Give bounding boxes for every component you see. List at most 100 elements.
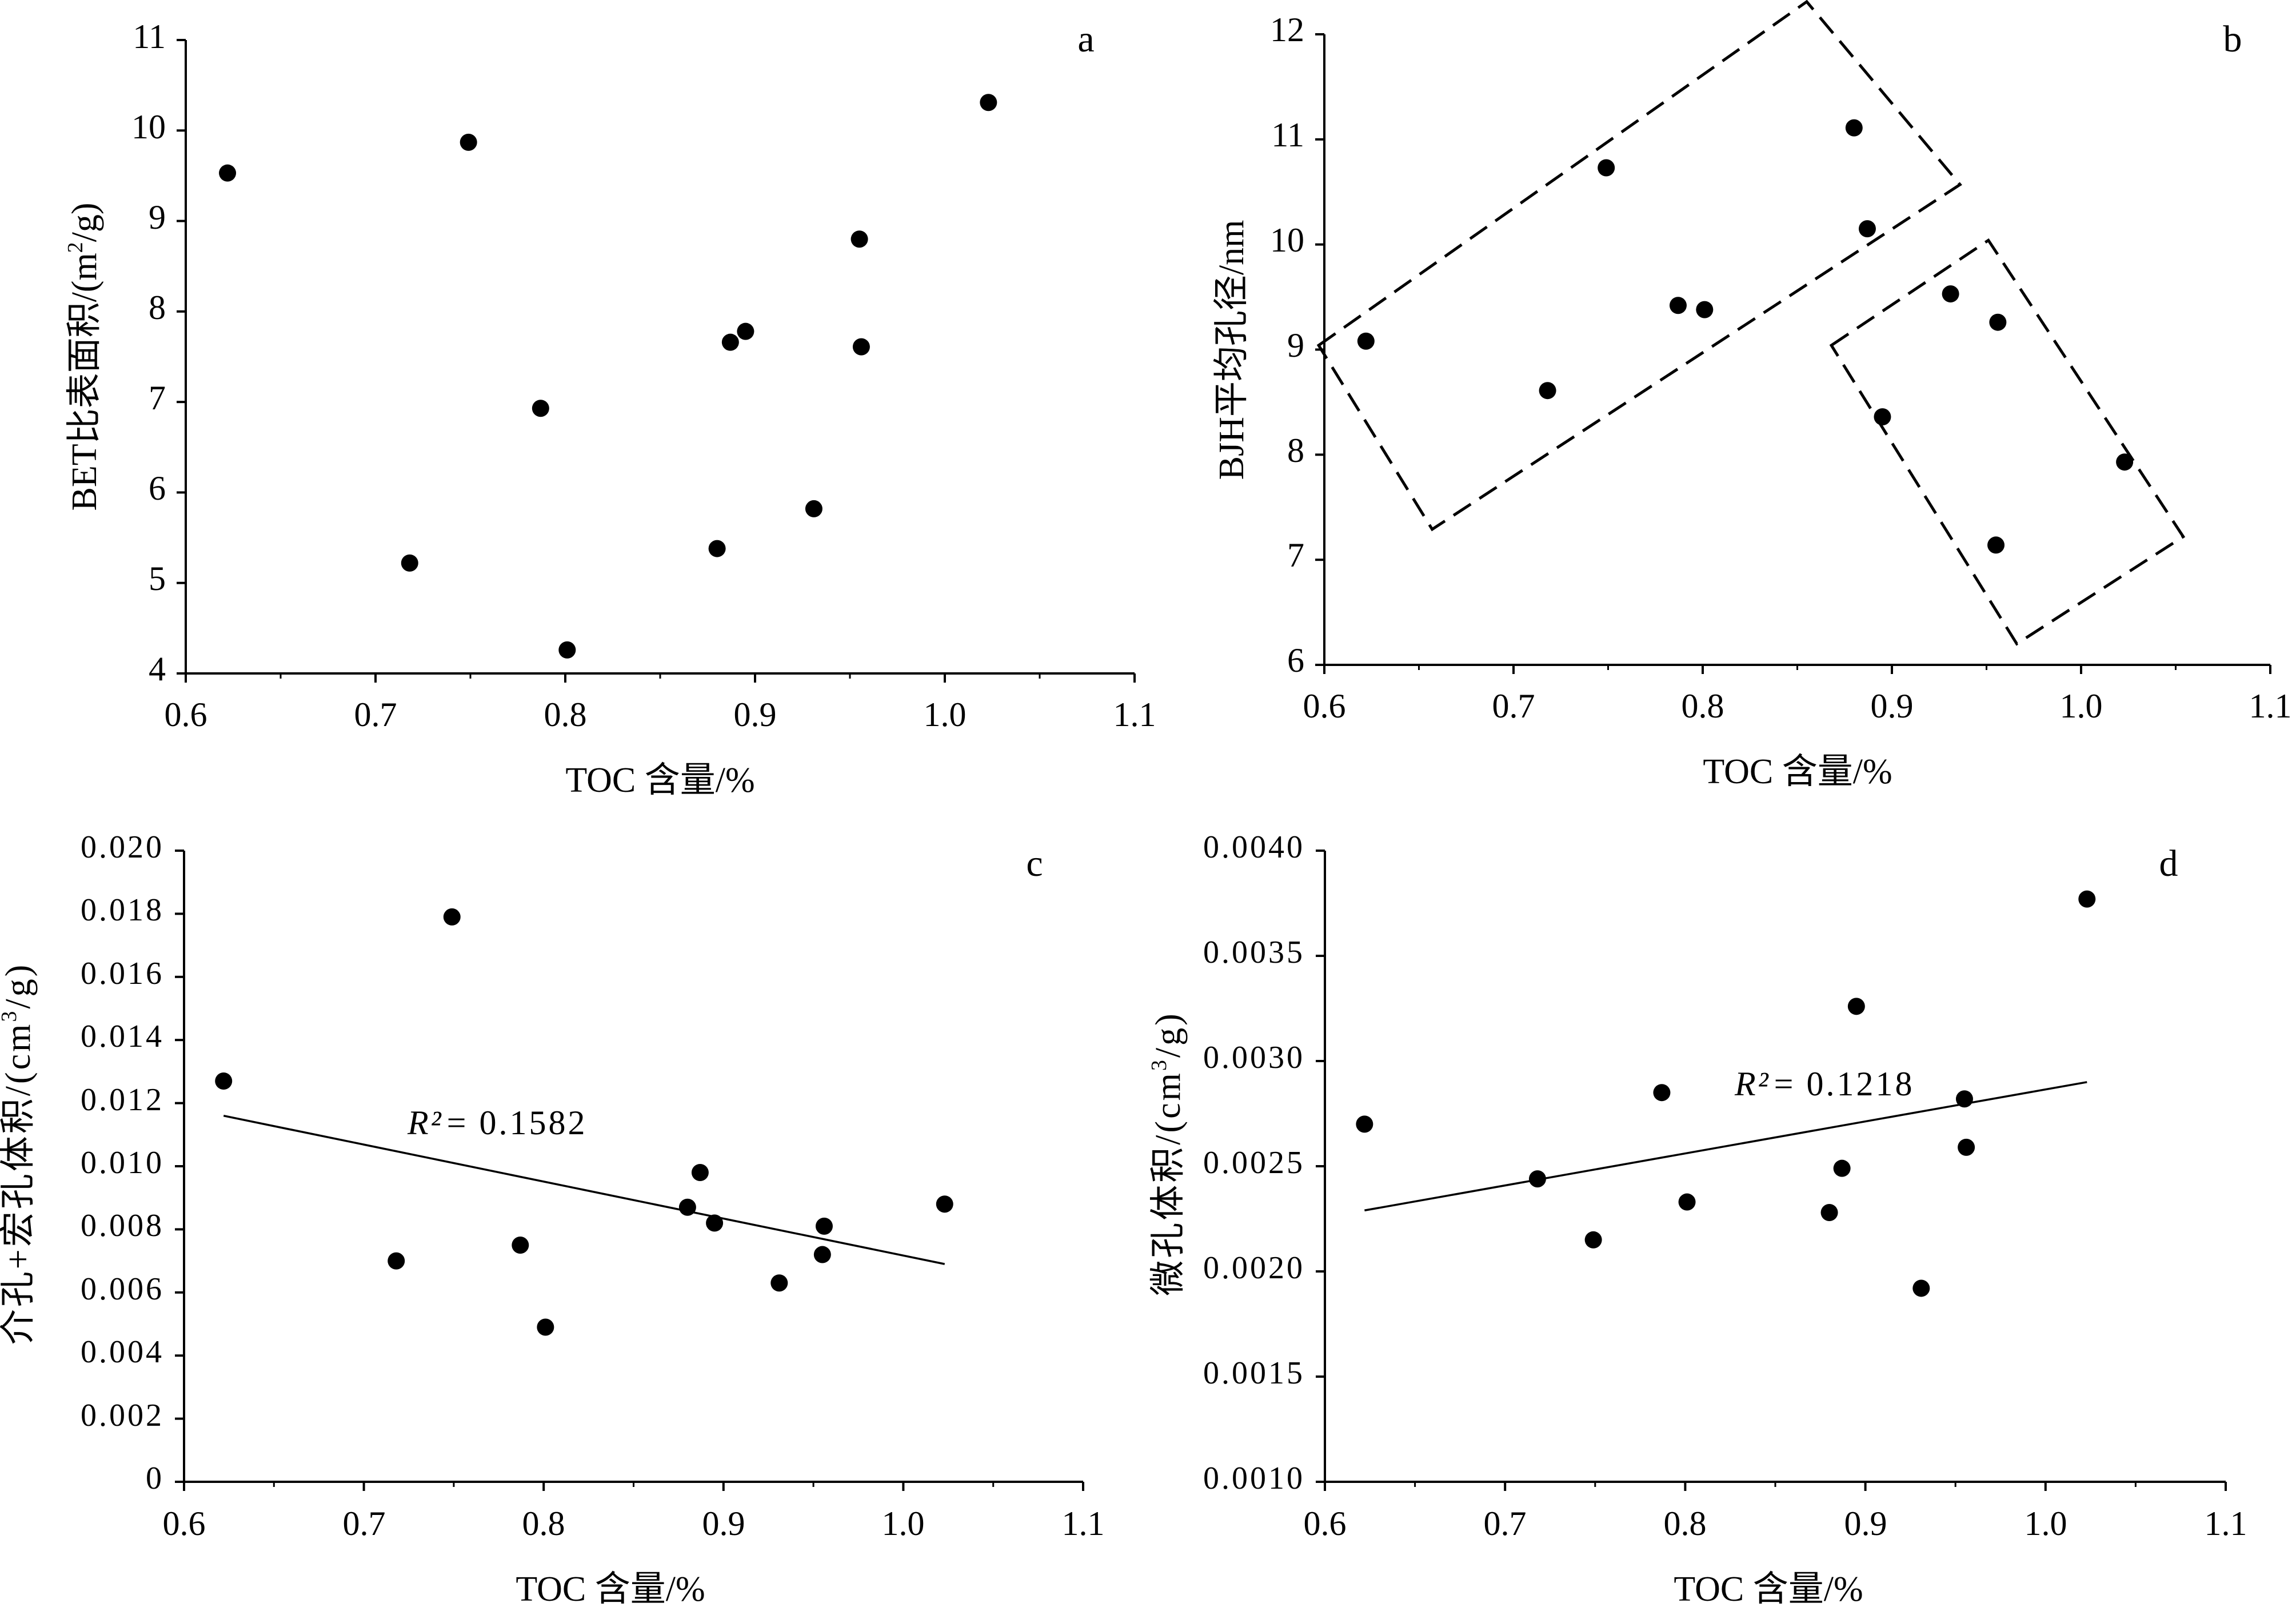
x-tick-labels: 0.6 0.7 0.8 0.9 1.0 1.1 <box>165 696 1156 733</box>
x-tick-labels: 0.6 0.7 0.8 0.9 1.0 1.1 <box>163 1505 1105 1542</box>
x-tick-label: 1.0 <box>882 1505 925 1542</box>
x-ticks <box>1323 665 2271 674</box>
x-tick-label: 0.6 <box>165 696 207 733</box>
y-tick-label: 8 <box>149 289 166 326</box>
x-axis-label: TOC 含量/% <box>1674 1570 1863 1609</box>
data-point <box>852 338 870 356</box>
y-tick-label: 11 <box>133 18 166 55</box>
x-tick-label: 1.0 <box>2025 1505 2067 1542</box>
y-ticks <box>177 39 186 675</box>
x-tick-label: 0.8 <box>544 696 587 733</box>
y-tick-label: 12 <box>1270 11 1304 49</box>
y-tick-label: 0.012 <box>81 1082 164 1118</box>
data-point <box>401 554 418 572</box>
data-point <box>219 164 237 182</box>
x-axis-label: TOC 含量/% <box>1703 752 1892 791</box>
data-point <box>678 1198 696 1216</box>
data-point <box>708 540 726 557</box>
data-point <box>1987 536 2005 554</box>
y-tick-label: 0.0025 <box>1203 1145 1305 1181</box>
x-tick-label: 0.8 <box>522 1505 565 1542</box>
y-tick-labels: 0.0010 0.0015 0.0020 0.0025 0.0030 0.003… <box>1203 830 1305 1496</box>
data-point <box>532 400 549 417</box>
y-tick-label: 9 <box>1287 326 1304 364</box>
x-tick-label: 0.7 <box>343 1505 386 1542</box>
y-tick-label: 6 <box>1287 641 1304 679</box>
data-point <box>936 1195 953 1213</box>
y-ticks <box>175 850 184 1483</box>
data-point <box>460 133 477 151</box>
x-tick-label: 1.1 <box>1113 696 1156 733</box>
x-ticks <box>183 1482 1084 1491</box>
y-tick-label: 10 <box>1270 221 1304 259</box>
data-point <box>2078 890 2096 908</box>
group-outlines <box>1316 0 2186 646</box>
data-point <box>815 1217 833 1235</box>
data-point <box>1942 285 1959 303</box>
x-tick-label: 1.0 <box>924 696 967 733</box>
y-tick-label: 0.0015 <box>1203 1355 1305 1391</box>
data-points <box>215 908 953 1336</box>
y-tick-label: 0.0035 <box>1203 935 1305 970</box>
panel-label: b <box>2223 18 2242 60</box>
data-point <box>1845 119 1863 137</box>
x-minor-ticks <box>1418 665 2177 670</box>
y-tick-label: 7 <box>1287 536 1304 574</box>
data-points <box>1357 119 2134 554</box>
r-squared-value: = 0.1582 <box>447 1104 588 1142</box>
data-point <box>1357 332 1375 350</box>
y-tick-labels: 4 5 6 7 8 9 10 11 <box>131 18 166 688</box>
trendline <box>223 1114 945 1265</box>
data-point <box>1989 313 2007 331</box>
x-ticks <box>185 673 1136 683</box>
panel-b: 6 7 8 9 10 11 12 0.6 0.7 0.8 0.9 1.0 1.1… <box>1212 0 2292 791</box>
data-point <box>691 1164 709 1182</box>
y-tick-label: 8 <box>1287 432 1304 469</box>
data-points <box>1356 890 2096 1297</box>
panel-label: c <box>1026 843 1043 884</box>
data-point <box>215 1072 233 1090</box>
data-point <box>558 641 576 659</box>
data-point <box>850 230 868 248</box>
y-tick-label: 0.008 <box>81 1208 164 1243</box>
x-tick-label: 0.9 <box>702 1505 745 1542</box>
panel-label: a <box>1077 18 1094 60</box>
y-ticks <box>1316 850 1325 1483</box>
x-tick-label: 1.1 <box>2205 1505 2247 1542</box>
y-tick-label: 0.014 <box>81 1019 164 1054</box>
data-point <box>721 333 739 351</box>
data-point <box>1584 1231 1602 1249</box>
x-tick-label: 0.9 <box>1871 687 1914 725</box>
data-point <box>1912 1279 1930 1297</box>
data-point <box>1847 998 1865 1015</box>
y-axis-label: 微孔体积/(cm3/g) <box>1147 1011 1188 1296</box>
panel-label: d <box>2159 843 2178 884</box>
y-axis-label: BJH平均孔径/nm <box>1212 220 1251 480</box>
x-tick-label: 0.7 <box>354 696 397 733</box>
data-point <box>1669 297 1687 314</box>
trendline-layer <box>223 1114 945 1265</box>
trendline-layer <box>1364 1081 2087 1212</box>
x-ticks <box>1324 1482 2227 1491</box>
data-point <box>1955 1090 1973 1108</box>
data-points <box>219 94 997 659</box>
y-tick-label: 0.016 <box>81 956 164 991</box>
data-point <box>706 1214 724 1232</box>
x-tick-label: 0.9 <box>734 696 777 733</box>
y-axis-label: 介孔+宏孔体积/(cm3/g) <box>0 963 38 1345</box>
y-tick-label: 6 <box>149 469 166 507</box>
group-outline <box>1316 0 1962 532</box>
x-tick-label: 0.7 <box>1492 687 1535 725</box>
x-tick-label: 0.9 <box>1844 1505 1887 1542</box>
group-outline <box>1829 238 2186 646</box>
data-point <box>813 1246 831 1263</box>
panel-a: 4 5 6 7 8 9 10 11 0.6 0.7 0.8 0.9 1.0 1.… <box>63 18 1156 800</box>
data-point <box>1958 1138 1975 1156</box>
x-minor-ticks <box>1414 1482 2137 1487</box>
y-tick-label: 5 <box>149 560 166 597</box>
r-squared-symbol: R² <box>1734 1065 1771 1103</box>
r-squared-annotation: R² = 0.1582 <box>407 1104 587 1142</box>
y-tick-labels: 0 0.002 0.004 0.006 0.008 0.010 0.012 0.… <box>81 830 164 1496</box>
x-minor-ticks <box>279 673 1041 679</box>
data-point <box>1874 408 1891 426</box>
